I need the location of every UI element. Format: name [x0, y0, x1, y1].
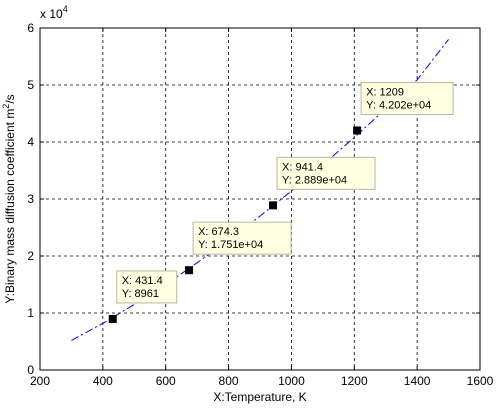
data-marker: [108, 314, 117, 323]
tick-labels: 200 400 600 800 1000 1200 1400 1600 0 1 2 3 4 5 6: [27, 21, 493, 388]
datatip-box: [276, 156, 376, 190]
y-tick-label: 0: [27, 363, 34, 377]
y-tick-label: 1: [27, 306, 34, 320]
y-tick-label: 4: [27, 135, 34, 149]
y-tick-label: 5: [27, 78, 34, 92]
data-tips: X: 431.4Y: 8961 X: 674.3Y: 1.751e+04 X: 94…: [116, 81, 454, 304]
data-markers: [108, 126, 362, 323]
data-marker: [185, 266, 194, 275]
datatip-y-text: Y: 4.202e+04: [366, 99, 431, 111]
y-axis-label: Y:Binary mass diffusion coefficient m2/s: [1, 94, 17, 303]
datatip: X: 941.4Y: 2.889e+04: [276, 156, 376, 190]
datatip: X: 674.3Y: 1.751e+04: [192, 221, 292, 255]
datatip-x-text: X: 674.3: [198, 226, 239, 238]
datatip-box: [360, 81, 454, 115]
y-axis-label-main: Y:Binary mass diffusion coefficient m: [3, 109, 17, 304]
datatip-x-text: X: 941.4: [282, 161, 323, 173]
y-tick-label: 3: [27, 192, 34, 206]
y-axis-label-superscript: 2: [1, 104, 11, 109]
x-tick-label: 1000: [278, 374, 305, 388]
datatip-box: [116, 270, 178, 304]
y-tick-label: 6: [27, 21, 34, 35]
x-tick-label: 800: [219, 374, 239, 388]
y-exponent-base: x 10: [40, 7, 63, 21]
x-tick-label: 1400: [404, 374, 431, 388]
datatip-y-text: Y: 1.751e+04: [198, 239, 263, 251]
data-marker: [353, 126, 362, 135]
datatip-x-text: X: 431.4: [122, 275, 163, 287]
data-marker: [269, 201, 278, 210]
grid-lines: [40, 28, 480, 370]
datatip-x-text: X: 1209: [366, 86, 404, 98]
axis-ticks: [39, 27, 481, 371]
datatip-y-text: Y: 2.889e+04: [282, 174, 347, 186]
x-tick-label: 1600: [467, 374, 494, 388]
datatip-box: [192, 221, 292, 255]
y-exponent-power: 4: [63, 4, 68, 14]
x-tick-label: 600: [156, 374, 176, 388]
y-axis-label-tail: /s: [3, 94, 17, 103]
datatip-y-text: Y: 8961: [122, 288, 159, 300]
x-tick-label: 1200: [341, 374, 368, 388]
x-tick-label: 200: [30, 374, 50, 388]
x-tick-label: 400: [93, 374, 113, 388]
x-axis-label: X:Temperature, K: [213, 390, 306, 404]
y-exponent-label: x 104: [40, 4, 68, 21]
datatip: X: 431.4Y: 8961: [116, 270, 178, 304]
y-tick-label: 2: [27, 249, 34, 263]
